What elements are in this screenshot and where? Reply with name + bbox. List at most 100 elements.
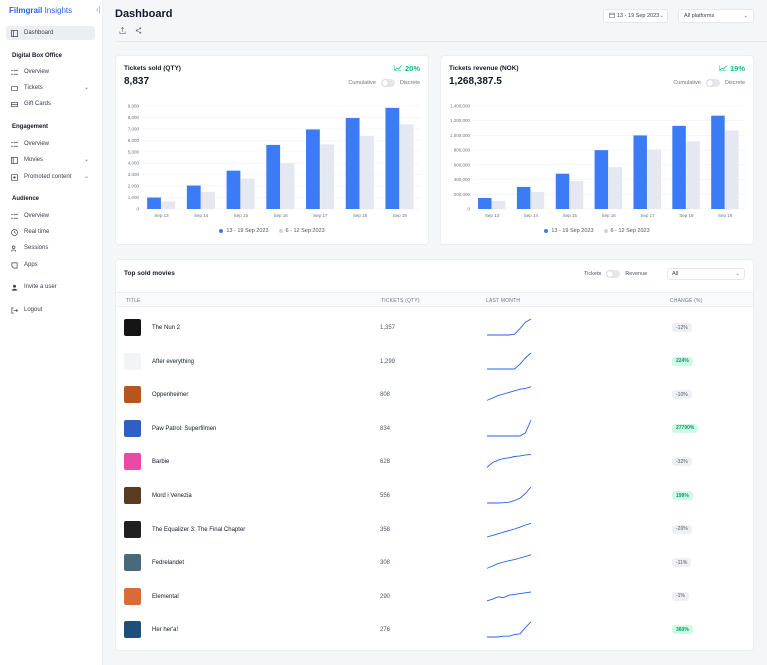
bar-current[interactable] <box>147 197 161 209</box>
bar-previous[interactable] <box>201 191 215 209</box>
tickets-sold-card: Tickets sold (QTY) 8,837 20% Cumulative … <box>115 55 429 245</box>
movie-poster[interactable] <box>124 587 141 605</box>
sidebar-item-promoted-content[interactable]: Promoted content ⌄ <box>6 170 95 184</box>
table-row[interactable]: Mord i Venezia 556 199% <box>116 479 753 512</box>
platform-select[interactable]: All platforms ⌄ <box>678 9 754 23</box>
bar-current[interactable] <box>555 173 570 209</box>
sidebar-item-label: Dashboard <box>24 30 54 36</box>
sidebar-item-gift-cards[interactable]: Gift Cards <box>6 97 95 111</box>
sidebar-item-audience-overview[interactable]: Overview <box>6 209 95 223</box>
bar-current[interactable] <box>711 115 725 209</box>
bar-previous[interactable] <box>725 130 739 209</box>
table-row[interactable]: Elemental 290 -1% <box>116 580 753 613</box>
movie-title[interactable]: After everything <box>152 358 195 365</box>
sidebar-item-real-time[interactable]: Real time <box>6 225 95 239</box>
brand-logo[interactable]: Filmgrail Insights <box>9 6 73 15</box>
toggle-switch[interactable] <box>705 79 720 87</box>
movie-poster[interactable] <box>124 621 141 639</box>
table-row[interactable]: The Nun 2 1,357 -12% <box>116 311 753 344</box>
movie-poster[interactable] <box>124 386 141 404</box>
column-header-tickets[interactable]: TICKETS (QTY) <box>381 298 420 304</box>
movie-poster[interactable] <box>124 319 141 336</box>
date-range-value: 13 - 19 Sep 2023 <box>617 13 660 19</box>
share-icon[interactable] <box>135 27 142 36</box>
movie-poster[interactable] <box>124 419 141 437</box>
movie-title[interactable]: The Equalizer 3: The Final Chapter <box>152 526 246 533</box>
sidebar-item-dbo-overview[interactable]: Overview <box>6 65 95 79</box>
bar-current[interactable] <box>516 186 531 209</box>
toggle-switch[interactable] <box>380 79 395 87</box>
movie-title[interactable]: Mord i Venezia <box>152 493 192 499</box>
sidebar-item-logout[interactable]: Logout <box>6 303 95 317</box>
bar-previous[interactable] <box>530 192 545 209</box>
sidebar-item-movies[interactable]: Movies ⌄ <box>6 153 95 167</box>
cumulative-toggle[interactable]: Cumulative Discrete <box>348 79 420 87</box>
table-row[interactable]: Oppenheimer 808 -10% <box>116 378 753 411</box>
bar-current[interactable] <box>186 185 201 209</box>
table-row[interactable]: The Equalizer 3: The Final Chapter 358 -20… <box>116 513 753 546</box>
sidebar-item-engagement-overview[interactable]: Overview <box>6 137 95 151</box>
bar-previous[interactable] <box>492 200 506 209</box>
sidebar-item-dashboard[interactable]: Dashboard <box>6 26 95 40</box>
movie-title[interactable]: Her her'a! <box>152 627 179 634</box>
bar-previous[interactable] <box>569 181 584 209</box>
bar-previous[interactable] <box>320 144 335 209</box>
cumulative-toggle[interactable]: Cumulative Discrete <box>673 79 745 87</box>
legend-previous[interactable]: 6 - 12 Sep 2023 <box>603 228 650 234</box>
movie-title[interactable]: Barbie <box>152 459 170 466</box>
table-row[interactable]: Barbie 628 -32% <box>116 445 753 478</box>
movie-poster[interactable] <box>124 554 141 572</box>
table-row[interactable]: Her her'a! 276 360% <box>116 613 753 646</box>
movie-title[interactable]: Paw Patrol: Superfilmen <box>152 425 217 432</box>
movies-filter-select[interactable]: All ⌄ <box>667 268 745 280</box>
bar-previous[interactable] <box>161 201 176 209</box>
bar-current[interactable] <box>226 170 241 209</box>
movie-title[interactable]: The Nun 2 <box>152 325 181 331</box>
bar-previous[interactable] <box>686 141 700 209</box>
legend-previous[interactable]: 6 - 12 Sep 2023 <box>278 228 325 234</box>
movie-poster[interactable] <box>124 487 141 504</box>
last-month-sparkline <box>486 386 532 401</box>
table-row[interactable]: Paw Patrol: Superfilmen 834 27700% <box>116 412 753 445</box>
bar-current[interactable] <box>306 129 320 209</box>
sidebar-item-tickets[interactable]: Tickets ⌄ <box>6 81 95 95</box>
sidebar-item-apps[interactable]: Apps <box>6 258 95 272</box>
download-icon[interactable] <box>119 26 126 36</box>
page-title: Dashboard <box>115 8 173 20</box>
bar-current[interactable] <box>594 150 609 209</box>
table-row[interactable]: After everything 1,299 224% <box>116 345 753 378</box>
bar-previous[interactable] <box>240 178 255 209</box>
bar-previous[interactable] <box>608 167 623 209</box>
date-range-picker[interactable]: 13 - 19 Sep 2023 ⌄ <box>603 9 668 23</box>
movie-title[interactable]: Elemental <box>152 593 179 600</box>
bar-previous[interactable] <box>647 149 661 209</box>
sidebar-item-invite-user[interactable]: Invite a user <box>6 280 95 294</box>
toggle-switch[interactable] <box>606 270 621 278</box>
bar-current[interactable] <box>345 118 360 209</box>
movie-title[interactable]: Oppenheimer <box>152 392 189 399</box>
sidebar-item-sessions[interactable]: Sessions <box>6 241 95 255</box>
column-header-change[interactable]: CHANGE (%) <box>670 298 703 304</box>
bar-current[interactable] <box>385 107 400 209</box>
bar-previous[interactable] <box>360 135 374 209</box>
movie-poster[interactable] <box>124 352 141 370</box>
legend-current[interactable]: 13 - 19 Sep 2023 <box>544 228 594 234</box>
legend-current[interactable]: 13 - 19 Sep 2023 <box>219 228 269 234</box>
collapse-sidebar-icon[interactable]: ‹| <box>96 5 101 14</box>
movie-title[interactable]: Fedrelandet <box>152 560 185 567</box>
bar-current[interactable] <box>633 135 647 209</box>
change-badge: 27700% <box>672 423 699 433</box>
movie-poster[interactable] <box>124 453 141 471</box>
bar-current[interactable] <box>478 197 492 209</box>
column-header-title[interactable]: TITLE <box>126 298 141 304</box>
bar-current[interactable] <box>672 125 686 209</box>
tickets-revenue-toggle[interactable]: Tickets Revenue <box>584 270 647 278</box>
bar-current[interactable] <box>266 144 281 209</box>
ticket-icon <box>10 84 18 92</box>
movie-poster[interactable] <box>124 520 141 538</box>
column-header-last-month[interactable]: LAST MONTH <box>486 298 521 304</box>
bar-previous[interactable] <box>399 124 414 209</box>
bar-previous[interactable] <box>280 163 295 209</box>
y-tick-label: 8,000 <box>128 115 140 120</box>
table-row[interactable]: Fedrelandet 308 -11% <box>116 546 753 579</box>
